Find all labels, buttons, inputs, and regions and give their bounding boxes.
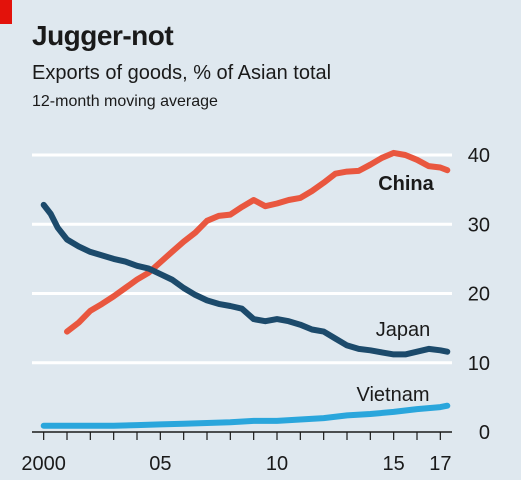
x-tick-label-2000: 2000 bbox=[21, 453, 66, 475]
series-label-china: China bbox=[378, 173, 434, 195]
y-tick-label-0: 0 bbox=[479, 422, 490, 444]
y-tick-label-40: 40 bbox=[468, 145, 490, 167]
x-tick-label-10: 10 bbox=[266, 453, 288, 475]
y-tick-label-10: 10 bbox=[468, 353, 490, 375]
x-axis bbox=[32, 431, 452, 440]
chart-title: Jugger-not bbox=[32, 20, 174, 51]
series-label-japan: Japan bbox=[376, 319, 431, 341]
y-tick-label-20: 20 bbox=[468, 284, 490, 306]
x-tick-label-15: 15 bbox=[383, 453, 405, 475]
series-labels: China Japan Vietnam bbox=[356, 173, 434, 406]
series-label-vietnam: Vietnam bbox=[356, 384, 429, 406]
y-tick-label-30: 30 bbox=[468, 214, 490, 236]
series-line-china bbox=[64, 149, 451, 335]
series-line-japan bbox=[40, 201, 451, 358]
x-axis-labels: 2000 05 10 15 17 bbox=[21, 453, 451, 475]
series-lines bbox=[40, 149, 451, 429]
chart-subtitle: Exports of goods, % of Asian total bbox=[32, 62, 332, 84]
y-axis-labels: 0 10 20 30 40 bbox=[468, 145, 490, 444]
series-line-vietnam bbox=[40, 402, 451, 429]
x-tick-label-17: 17 bbox=[429, 453, 451, 475]
x-tick-label-05: 05 bbox=[149, 453, 171, 475]
chart-note: 12-month moving average bbox=[32, 93, 218, 110]
accent-bar bbox=[0, 0, 12, 24]
